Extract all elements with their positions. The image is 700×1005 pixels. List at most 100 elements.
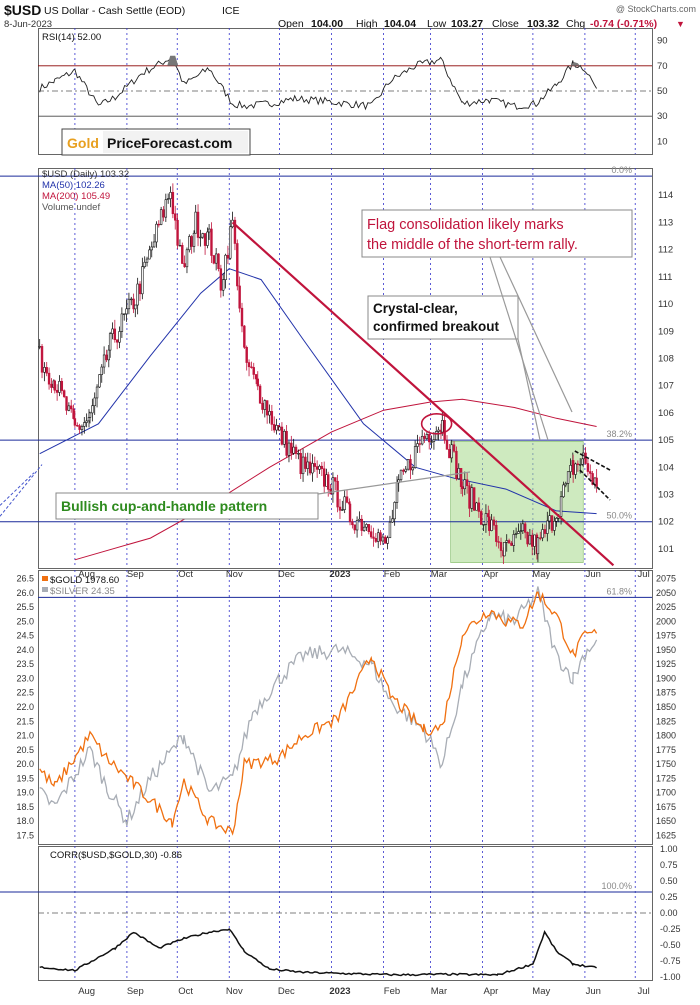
corr-xtick-label: Jun: [586, 986, 601, 997]
candle-body: [381, 536, 385, 542]
candle-body: [265, 400, 269, 416]
candle-body: [374, 538, 378, 542]
candle-body: [53, 380, 56, 391]
usd-ytick-label: 110: [658, 299, 673, 310]
usd-xtick-label: Jun: [586, 569, 601, 580]
corr-fib-label: 100.0%: [601, 881, 632, 891]
date-label: 8-Jun-2023: [4, 19, 52, 30]
candle-body: [190, 236, 193, 247]
candle-body: [73, 418, 77, 426]
ticker: $USD: [4, 2, 41, 18]
annotation-pointers: [317, 256, 573, 495]
candle-body: [60, 380, 64, 391]
corr-xtick-label: Feb: [384, 986, 400, 997]
chg-value: -0.74 (-0.71%): [590, 18, 657, 30]
candle-body: [217, 253, 220, 269]
candle-body: [562, 484, 565, 498]
candle-body: [425, 434, 429, 439]
candle-body: [285, 430, 288, 456]
candle-body: [159, 209, 163, 225]
fan-line: [0, 472, 35, 506]
usd-ytick-label: 101: [658, 544, 674, 555]
candle-body: [420, 435, 424, 445]
silver-ytick-label: 24.0: [16, 645, 34, 655]
candle-body: [113, 328, 117, 341]
candle-body: [306, 461, 309, 469]
candle-body: [157, 223, 160, 226]
candle-body: [240, 307, 244, 327]
candle-body: [448, 449, 451, 459]
candle-body: [132, 298, 135, 310]
x-axis: Aug Aug Sep Sep Oct Oct Nov Nov Dec Dec 2023 2023 Fe…: [78, 569, 649, 997]
flag-annotation: Flag consolidation likely marks the midd…: [361, 209, 633, 258]
candle-body: [550, 515, 554, 531]
usd-xtick-label: Oct: [178, 569, 193, 580]
candle-body: [278, 426, 281, 431]
candle-body: [268, 411, 271, 416]
rsi-overbought-fill: [167, 55, 179, 66]
candle-body: [38, 346, 41, 348]
candle-body: [571, 460, 575, 475]
candle-body: [512, 534, 515, 546]
silver-ytick-label: 18.5: [16, 802, 34, 812]
candle-body: [83, 422, 86, 427]
candle-body: [367, 524, 371, 532]
candle-body: [176, 219, 179, 246]
candle-body: [102, 354, 106, 368]
candle-body: [91, 405, 94, 414]
gold-ytick-label: 1925: [656, 659, 676, 669]
candle-body: [301, 456, 305, 475]
candle-body: [313, 463, 317, 467]
silver-ytick-label: 20.5: [16, 745, 34, 755]
candle-body: [245, 347, 248, 363]
corr-xtick-label: Jul: [638, 986, 650, 997]
cup-annotation-text: Bullish cup-and-handle pattern: [61, 498, 267, 514]
candle-body: [386, 537, 389, 544]
rsi-overbought-fill: [570, 62, 580, 66]
candle-body: [555, 518, 558, 522]
candle-body: [450, 444, 453, 459]
candle-body: [185, 249, 189, 268]
candle-body: [402, 469, 405, 472]
silver-ytick-label: 20.0: [16, 759, 34, 769]
candle-body: [145, 258, 149, 263]
candle-body: [345, 496, 349, 503]
usd-xtick-label: Dec: [278, 569, 295, 580]
candle-body: [445, 439, 449, 450]
candle-body: [559, 496, 563, 517]
usd-panel-frame: [38, 168, 653, 569]
usd-xtick-label: 2023: [329, 569, 350, 580]
candle-body: [490, 519, 493, 531]
usd-ytick-label: 105: [658, 435, 674, 446]
candle-body: [463, 479, 466, 490]
rsi-ytick-label: 50: [657, 86, 668, 97]
candle-body: [362, 526, 366, 531]
usd-ytick-label: 109: [658, 326, 674, 337]
candle-body: [480, 511, 483, 525]
volume-legend: Volume undef: [42, 202, 100, 213]
corr-legend: CORR($USD,$GOLD,30) -0.86: [50, 850, 182, 861]
close-label: Close: [492, 18, 519, 30]
candle-body: [391, 518, 394, 523]
candle-body: [70, 405, 73, 410]
candle-body: [526, 532, 529, 545]
candle-body: [183, 263, 186, 268]
candle-body: [591, 473, 594, 485]
open-value: 104.00: [311, 18, 343, 30]
candle-body: [517, 531, 520, 534]
candle-body: [519, 530, 523, 532]
rsi-legend: RSI(14) 52.00: [42, 32, 101, 43]
candle-body: [499, 542, 503, 551]
candle-body: [88, 412, 92, 418]
rsi-ytick-label: 90: [657, 36, 668, 47]
candle-body: [80, 426, 84, 430]
usd-xtick-label: Mar: [431, 569, 447, 580]
rsi-line: [39, 56, 597, 111]
silver-ytick-label: 25.0: [16, 616, 34, 626]
gold-ytick-label: 1875: [656, 688, 676, 698]
candle-body: [406, 459, 410, 470]
cup-annotation: Bullish cup-and-handle pattern: [55, 492, 319, 520]
silver-legend: $SILVER 24.35: [50, 586, 115, 597]
candle-body: [290, 442, 293, 454]
